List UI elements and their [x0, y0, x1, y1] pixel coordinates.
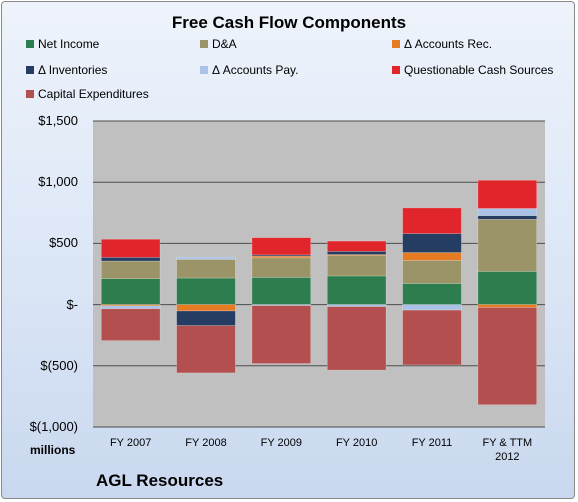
legend-label: Δ Accounts Pay. — [212, 63, 299, 77]
legend-swatch — [200, 40, 208, 48]
legend-item: Net Income — [26, 37, 99, 51]
legend-item: Δ Accounts Rec. — [392, 37, 492, 51]
bar-segment — [326, 240, 387, 252]
bar-segment — [326, 255, 387, 277]
chart-title: Free Cash Flow Components — [171, 13, 407, 32]
bar-segment — [402, 233, 462, 253]
x-tick-label: FY 2007 — [109, 437, 152, 449]
bar-segment — [251, 305, 312, 364]
x-tick-label: FY 2010 — [335, 437, 378, 449]
x-tick-label: FY 2011 — [411, 437, 453, 449]
bar-segment — [100, 308, 161, 341]
y-tick-label: $1,000 — [38, 174, 78, 190]
plot-area — [93, 121, 545, 427]
bar-segment — [477, 218, 538, 272]
bar-segment — [326, 306, 387, 371]
legend-label: D&A — [212, 37, 237, 51]
bar-segment — [176, 256, 236, 260]
bar-segment — [251, 277, 312, 305]
legend-label: Net Income — [38, 37, 100, 51]
legend-item: Capital Expenditures — [26, 87, 149, 101]
legend-swatch — [200, 66, 208, 74]
bar-segment — [100, 278, 161, 305]
bar-segment — [477, 307, 538, 406]
bar-segment — [176, 310, 236, 326]
legend-item: D&A — [200, 37, 237, 51]
bar-segment — [402, 260, 462, 284]
bar-segment — [100, 257, 161, 262]
bar-segment — [100, 305, 161, 310]
bar-segment — [402, 309, 462, 366]
bar-segment — [477, 304, 538, 308]
bar-segment — [176, 259, 236, 279]
bar-segment — [251, 237, 312, 256]
legend-item: Questionable Cash Sources — [392, 63, 553, 77]
bar-segment — [100, 260, 161, 279]
y-tick-label: $(1,000) — [29, 419, 78, 434]
legend-item: Δ Accounts Pay. — [200, 63, 299, 77]
bar-segment — [326, 251, 387, 255]
bar-segment — [477, 271, 538, 305]
bar-segment — [251, 257, 312, 278]
bar-segment — [477, 208, 538, 216]
legend-label: Questionable Cash Sources — [404, 63, 554, 77]
units-label: millions — [30, 443, 76, 457]
bar-segment — [402, 304, 462, 311]
bar-segment — [402, 207, 462, 234]
bar-segment — [326, 275, 387, 305]
y-tick-label: $1,500 — [38, 113, 78, 128]
bar-segment — [176, 325, 236, 374]
x-tick-label: FY & TTM 2012 — [482, 437, 533, 463]
y-tick-label: $500 — [49, 235, 78, 251]
legend-swatch — [26, 66, 34, 74]
legend-label: Δ Inventories — [38, 63, 108, 77]
bar-segment — [477, 179, 538, 209]
legend-swatch — [26, 90, 34, 98]
bar-segment — [100, 238, 161, 258]
x-tick-label: FY 2009 — [260, 437, 303, 449]
bar-segment — [176, 304, 236, 312]
bar-segment — [176, 277, 236, 305]
bar-segment — [402, 283, 462, 305]
bar-segment — [477, 215, 538, 220]
legend-label: Capital Expenditures — [38, 87, 149, 101]
legend-label: Δ Accounts Rec. — [404, 37, 493, 51]
bar-segment — [402, 252, 462, 261]
legend-swatch — [26, 40, 34, 48]
legend-swatch — [392, 40, 400, 48]
company-name: AGL Resources — [96, 471, 224, 490]
y-tick-label: $- — [66, 296, 78, 312]
x-tick-label: FY 2008 — [185, 437, 227, 449]
y-tick-label: $(500) — [40, 357, 78, 373]
legend-item: Δ Inventories — [26, 63, 107, 77]
legend-swatch — [392, 66, 400, 74]
